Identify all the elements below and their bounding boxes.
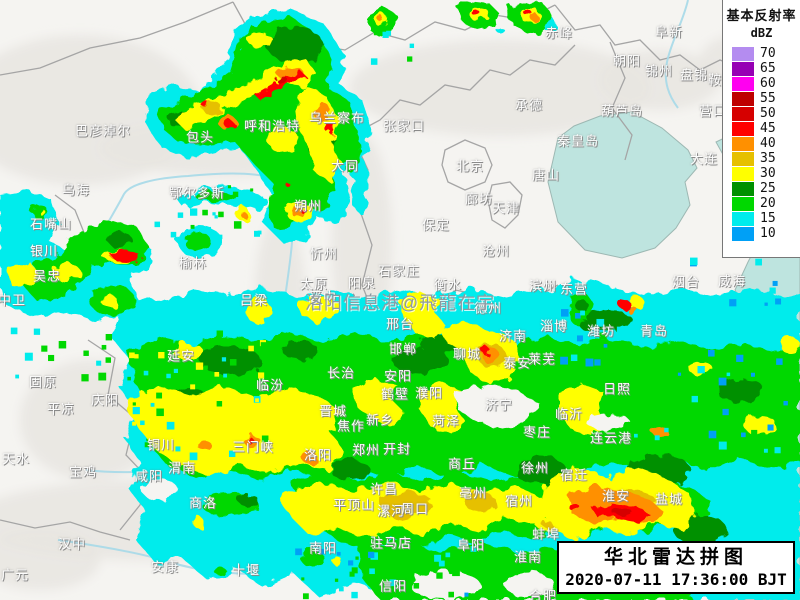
legend-row: 50	[723, 106, 800, 121]
legend-value: 50	[760, 106, 776, 121]
radar-speckles	[10, 30, 788, 600]
legend-swatch	[732, 211, 754, 226]
legend-value: 20	[760, 196, 776, 211]
legend-swatch	[732, 76, 754, 91]
legend-panel: 基本反射率 dBZ 70 65 60 55 50 45 40 35 30 25 20 15 10	[722, 0, 800, 258]
legend-swatch	[732, 91, 754, 106]
legend-swatch	[732, 106, 754, 121]
legend-row: 60	[723, 76, 800, 91]
legend-row: 40	[723, 136, 800, 151]
watermark: 洛阳信息港@飛龍在宇	[304, 293, 496, 313]
legend-row: 55	[723, 91, 800, 106]
legend-value: 45	[760, 121, 776, 136]
legend-value: 30	[760, 166, 776, 181]
legend-swatch	[732, 196, 754, 211]
legend-value: 10	[760, 226, 776, 241]
legend-row: 10	[723, 226, 800, 241]
legend-value: 60	[760, 76, 776, 91]
legend-value: 70	[760, 46, 776, 61]
legend-row: 20	[723, 196, 800, 211]
legend-items: 70 65 60 55 50 45 40 35 30 25 20 15 10	[723, 46, 800, 241]
legend-swatch	[732, 151, 754, 166]
legend-value: 35	[760, 151, 776, 166]
legend-swatch	[732, 136, 754, 151]
legend-row: 65	[723, 61, 800, 76]
legend-swatch	[732, 121, 754, 136]
legend-row: 35	[723, 151, 800, 166]
legend-swatch	[732, 166, 754, 181]
legend-row: 25	[723, 181, 800, 196]
legend-title: 基本反射率	[726, 8, 797, 23]
legend-row: 15	[723, 211, 800, 226]
map-title: 华北雷达拼图	[603, 546, 748, 568]
legend-row: 45	[723, 121, 800, 136]
legend-swatch	[732, 61, 754, 76]
legend-value: 55	[760, 91, 776, 106]
legend-value: 40	[760, 136, 776, 151]
legend-row: 70	[723, 46, 800, 61]
legend-unit: dBZ	[750, 26, 773, 40]
legend-row: 30	[723, 166, 800, 181]
legend-value: 15	[760, 211, 776, 226]
legend-swatch	[732, 46, 754, 61]
map-timestamp: 2020-07-11 17:36:00 BJT	[565, 569, 787, 589]
legend-swatch	[732, 181, 754, 196]
title-box: 华北雷达拼图 2020-07-11 17:36:00 BJT	[557, 541, 795, 594]
legend-value: 25	[760, 181, 776, 196]
legend-swatch	[732, 226, 754, 241]
legend-value: 65	[760, 61, 776, 76]
